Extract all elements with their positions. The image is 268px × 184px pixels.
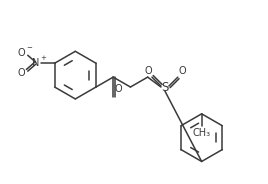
Text: CH₃: CH₃ (193, 128, 211, 138)
Text: O: O (179, 66, 187, 76)
Text: +: + (41, 55, 47, 61)
Text: O: O (144, 66, 152, 76)
Text: O: O (17, 48, 25, 58)
Text: −: − (26, 45, 32, 51)
Text: S: S (161, 81, 169, 93)
Text: N: N (32, 58, 40, 68)
Text: O: O (114, 84, 122, 94)
Text: O: O (17, 68, 25, 78)
